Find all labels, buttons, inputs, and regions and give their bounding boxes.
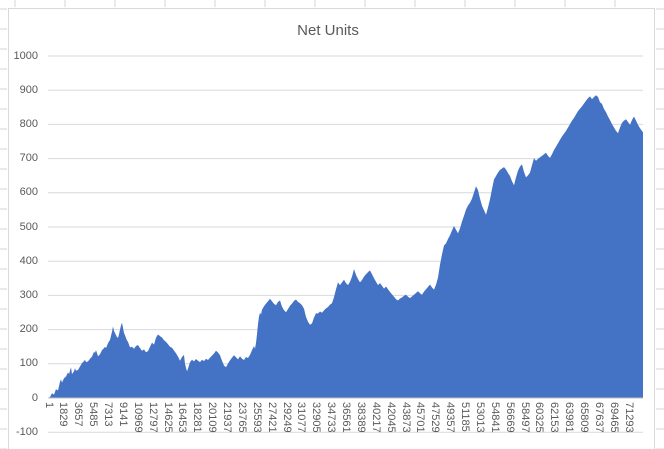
chart-title: Net Units xyxy=(297,22,359,39)
net-units-area-series xyxy=(48,95,643,399)
